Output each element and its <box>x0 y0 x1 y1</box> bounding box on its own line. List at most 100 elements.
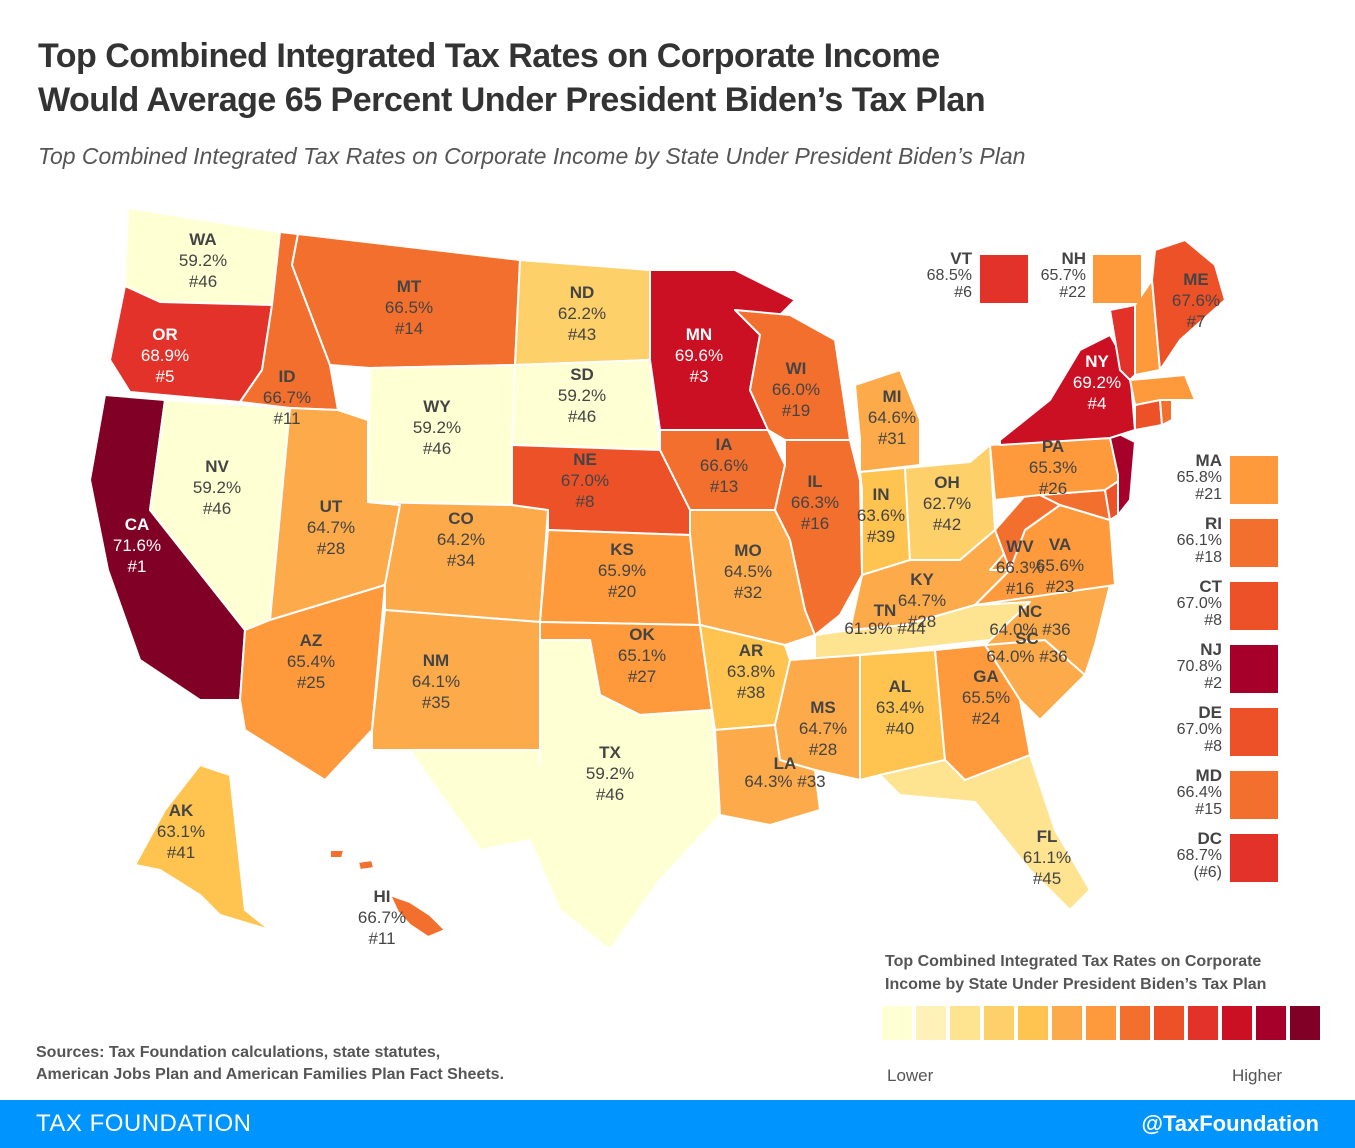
state-label-mt: MT 66.5% #14 <box>385 277 433 338</box>
footer-handle[interactable]: @TaxFoundation <box>1141 1111 1319 1136</box>
state-rate: 62.7% <box>923 494 971 513</box>
state-abbr: VA <box>1049 535 1071 554</box>
state-label-ny: NY 69.2% #4 <box>1073 352 1121 413</box>
callout-ct-abbr: CT <box>1199 577 1222 596</box>
state-rank: #40 <box>886 719 914 738</box>
state-label-fl: FL 61.1% #45 <box>1023 827 1071 888</box>
state-rank: #27 <box>628 667 656 686</box>
state-nc <box>974 584 1111 676</box>
callout-md-rate: 66.4% <box>1176 784 1222 801</box>
callout-nj-rate: 70.8% <box>1176 658 1222 675</box>
state-rate-rank: 64.0% #36 <box>986 647 1067 666</box>
state-abbr: WY <box>423 397 451 416</box>
legend-swatch <box>1256 1006 1286 1040</box>
callout-de-rate: 67.0% <box>1176 721 1222 738</box>
callout-dc-swatch <box>1230 834 1278 882</box>
callout-nj-abbr: NJ <box>1200 640 1222 659</box>
callout-ct-label: CT 67.0% #8 <box>1148 578 1222 629</box>
state-rate: 66.7% <box>263 388 311 407</box>
callout-nj-rank: #2 <box>1204 675 1222 692</box>
callout-ma-rank: #21 <box>1195 486 1222 503</box>
callout-ct-swatch <box>1230 582 1278 630</box>
state-rank: #3 <box>690 367 709 386</box>
state-hi <box>329 849 345 859</box>
state-rank: #5 <box>156 367 175 386</box>
state-rate: 65.9% <box>598 561 646 580</box>
state-label-pa: PA 65.3% #26 <box>1029 437 1077 498</box>
state-abbr: MN <box>686 325 712 344</box>
state-rate: 64.6% <box>868 408 916 427</box>
state-rate: 67.0% <box>561 471 609 490</box>
callout-ma-label: MA 65.8% #21 <box>1148 452 1222 503</box>
state-rank: #45 <box>1033 869 1061 888</box>
state-abbr: ME <box>1183 270 1209 289</box>
state-rate: 68.9% <box>141 346 189 365</box>
legend-swatch <box>1086 1006 1116 1040</box>
state-rank: #34 <box>447 551 475 570</box>
state-rank: #46 <box>568 407 596 426</box>
callout-vt-label: VT 68.5% #6 <box>898 250 972 301</box>
state-rate: 59.2% <box>179 251 227 270</box>
state-abbr: OK <box>629 625 655 644</box>
state-rate-rank: 61.9% #44 <box>844 619 925 638</box>
state-label-sc: SC 64.0% #36 <box>986 629 1067 666</box>
callout-md-label: MD 66.4% #15 <box>1148 767 1222 818</box>
state-abbr: ND <box>570 283 595 302</box>
state-label-ok: OK 65.1% #27 <box>618 625 666 686</box>
state-abbr: OH <box>934 473 960 492</box>
legend-swatch <box>1222 1006 1252 1040</box>
state-rate: 65.6% <box>1036 556 1084 575</box>
state-vt <box>1109 304 1136 381</box>
legend-swatch <box>1120 1006 1150 1040</box>
state-or <box>109 285 273 403</box>
state-rank: #46 <box>203 499 231 518</box>
state-rank: #4 <box>1088 394 1107 413</box>
callout-ri-abbr: RI <box>1205 514 1222 533</box>
state-rate: 63.1% <box>157 822 205 841</box>
state-rate: 65.1% <box>618 646 666 665</box>
callout-nj-swatch <box>1230 645 1278 693</box>
legend-swatch <box>950 1006 980 1040</box>
state-rank: #28 <box>317 539 345 558</box>
callout-ma-swatch <box>1230 456 1278 504</box>
callout-ri-label: RI 66.1% #18 <box>1148 515 1222 566</box>
callout-de-swatch <box>1230 708 1278 756</box>
state-abbr: FL <box>1037 827 1058 846</box>
state-rank: #11 <box>368 929 395 948</box>
state-abbr: TN <box>874 601 897 620</box>
state-hi <box>357 859 375 871</box>
state-rank: #19 <box>782 401 810 420</box>
state-label-oh: OH 62.7% #42 <box>923 473 971 534</box>
state-label-ga: GA 65.5% #24 <box>962 667 1010 728</box>
state-rate: 63.8% <box>727 662 775 681</box>
state-rank: #26 <box>1039 479 1067 498</box>
state-label-al: AL 63.4% #40 <box>876 677 924 738</box>
state-label-va: VA 65.6% #23 <box>1036 535 1084 596</box>
callout-ct-rank: #8 <box>1204 612 1222 629</box>
state-ak <box>134 764 271 931</box>
state-label-in: IN 63.6% #39 <box>857 485 905 546</box>
state-hi <box>389 894 446 938</box>
state-rate: 62.2% <box>558 304 606 323</box>
callout-dc-label: DC 68.7% (#6) <box>1148 830 1222 881</box>
state-label-tx: TX 59.2% #46 <box>586 743 634 804</box>
callout-nj-label: NJ 70.8% #2 <box>1148 641 1222 692</box>
state-abbr: KY <box>910 570 934 589</box>
state-abbr: IN <box>873 485 890 504</box>
title-line-2: Would Average 65 Percent Under President… <box>38 81 986 119</box>
title-line-1: Top Combined Integrated Tax Rates on Cor… <box>38 37 940 75</box>
state-label-hi: HI 66.7% #11 <box>358 887 406 948</box>
state-abbr: MT <box>397 277 422 296</box>
callout-nh-abbr: NH <box>1061 249 1086 268</box>
state-rank: #16 <box>801 514 829 533</box>
callout-ri-rank: #18 <box>1195 549 1222 566</box>
state-rank: #1 <box>128 557 147 576</box>
state-abbr: TX <box>599 743 621 762</box>
callout-nh-rank: #22 <box>1059 284 1086 301</box>
state-abbr: CA <box>125 515 150 534</box>
state-abbr: SD <box>570 365 594 384</box>
state-rate: 65.3% <box>1029 458 1077 477</box>
state-abbr: GA <box>973 667 999 686</box>
legend-title: Top Combined Integrated Tax Rates on Cor… <box>885 950 1305 996</box>
state-rate: 65.5% <box>962 688 1010 707</box>
